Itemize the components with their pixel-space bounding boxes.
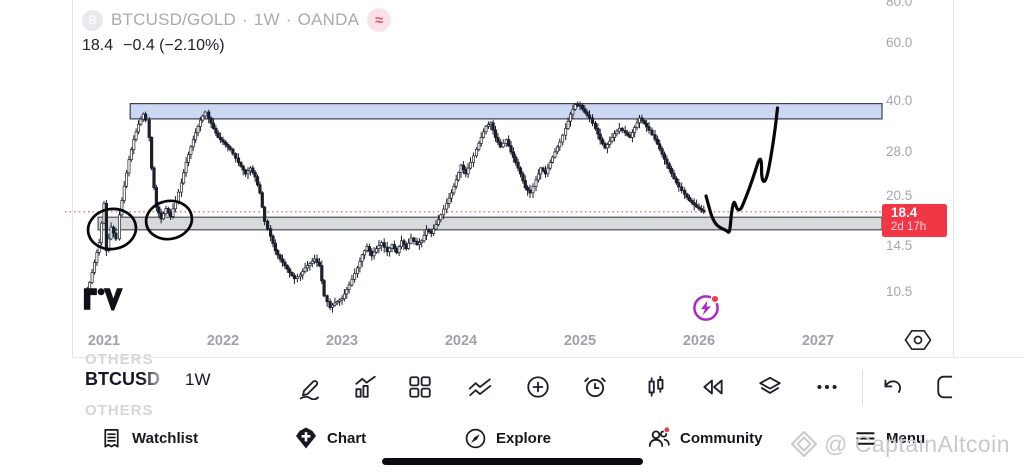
separator-dot: · xyxy=(242,10,248,29)
nav-chart[interactable]: Chart xyxy=(294,423,366,453)
last-price-value: 18.4 xyxy=(82,37,114,54)
support-zone[interactable] xyxy=(97,216,883,231)
bar-style-button[interactable] xyxy=(636,363,676,411)
ellipsis-icon xyxy=(817,384,837,390)
price-axis[interactable]: 80.0 60.0 40.0 28.0 20.5 14.5 10.5 xyxy=(882,0,953,357)
compare-button[interactable] xyxy=(460,363,500,411)
year-tick-label: 2024 xyxy=(444,333,478,349)
community-notification-dot xyxy=(663,426,671,434)
compare-icon xyxy=(468,378,492,397)
symbol-fade-overlay xyxy=(142,366,180,396)
undo-arrow-icon xyxy=(884,379,901,393)
background-row-others-2: OTHERS xyxy=(85,402,154,419)
delayed-data-badge[interactable]: ≈ xyxy=(367,8,392,32)
object-tree-button[interactable] xyxy=(750,363,790,411)
last-price-badge: 18.4 2d 17h xyxy=(882,204,947,237)
nav-menu[interactable]: Menu xyxy=(854,423,925,453)
frame-bracket-icon xyxy=(937,375,953,399)
compass-icon xyxy=(465,428,486,448)
nav-watchlist-label: Watchlist xyxy=(132,429,199,447)
rewind-icon xyxy=(703,379,723,395)
last-price-row: 18.4 −0.4 (−2.10%) xyxy=(82,37,225,55)
price-tick-label: 10.5 xyxy=(886,283,913,299)
add-button[interactable] xyxy=(518,363,558,411)
tradingview-logo-icon xyxy=(83,288,123,311)
pencil-icon xyxy=(299,380,320,400)
exchange-label: OANDA xyxy=(297,10,360,29)
candles-icon xyxy=(648,375,664,397)
hamburger-menu-icon xyxy=(856,431,875,445)
nav-chart-label: Chart xyxy=(327,429,367,447)
hexagon-icon xyxy=(904,329,932,351)
watchlist-icon xyxy=(104,428,119,448)
community-icon xyxy=(648,426,671,447)
nav-watchlist[interactable]: Watchlist xyxy=(100,423,198,453)
plus-circle-icon xyxy=(527,376,549,398)
price-tick-label: 28.0 xyxy=(886,143,913,159)
alarm-clock-icon xyxy=(584,377,606,398)
year-tick-label: 2022 xyxy=(206,333,240,349)
toolbar-top-border xyxy=(72,357,1024,358)
indicators-button[interactable] xyxy=(345,363,385,411)
nav-explore-label: Explore xyxy=(496,429,552,447)
year-tick-label: 2026 xyxy=(682,333,716,349)
chart-toolbar: BTCUSD 1W xyxy=(0,358,1024,416)
nav-menu-label: Menu xyxy=(886,429,926,447)
toolbar-divider xyxy=(862,370,863,404)
price-tick-label: 60.0 xyxy=(886,35,913,51)
chart-gem-icon xyxy=(296,427,316,449)
nav-explore[interactable]: Explore xyxy=(464,423,551,453)
frame-button[interactable] xyxy=(928,363,968,411)
alert-button[interactable] xyxy=(575,363,615,411)
symbol-avatar: B xyxy=(82,9,103,31)
background-row-others-1: OTHERS xyxy=(85,351,154,368)
price-tick-label: 40.0 xyxy=(886,93,913,109)
year-tick-label: 2023 xyxy=(325,333,359,349)
price-change: −0.4 (−2.10%) xyxy=(123,37,225,54)
resistance-zone[interactable] xyxy=(129,102,883,120)
symbol-name: BTCUSD/GOLD xyxy=(111,10,236,29)
candlestick-series[interactable] xyxy=(85,101,706,313)
year-tick-label: 2021 xyxy=(87,333,121,349)
year-tick-label: 2025 xyxy=(563,333,597,349)
time-axis[interactable]: 2021 2022 2023 2024 2025 2026 2027 xyxy=(72,325,953,357)
nav-community[interactable]: Community xyxy=(647,423,763,453)
layers-icon xyxy=(759,376,781,394)
flash-ring xyxy=(693,295,719,321)
year-tick-label: 2027 xyxy=(801,333,835,349)
replay-button[interactable] xyxy=(693,363,733,411)
price-tick-label: 20.5 xyxy=(886,188,913,204)
layouts-button[interactable] xyxy=(400,363,440,411)
toolbar-symbol-button[interactable]: BTCUSD xyxy=(85,369,160,389)
price-tick-label: 80.0 xyxy=(886,0,913,10)
chart-left-border xyxy=(72,0,73,357)
toolbar-interval-button[interactable]: 1W xyxy=(185,370,211,389)
price-pane-right-border xyxy=(953,0,954,357)
draw-tool-button[interactable] xyxy=(290,363,330,411)
chart-settings-button[interactable] xyxy=(904,326,932,354)
lightning-icon xyxy=(701,300,711,316)
nav-community-label: Community xyxy=(680,429,763,447)
more-options-button[interactable] xyxy=(807,363,847,411)
home-indicator[interactable] xyxy=(382,458,643,465)
interval-label: 1W xyxy=(253,10,280,29)
undo-button[interactable] xyxy=(873,363,913,411)
grid-layout-icon xyxy=(409,376,431,398)
symbol-title: BTCUSD/GOLD · 1W · OANDA xyxy=(111,10,359,30)
badge-countdown: 2d 17h xyxy=(891,220,927,233)
badge-price: 18.4 xyxy=(891,205,918,220)
indicators-icon xyxy=(355,375,376,398)
price-tick-label: 14.5 xyxy=(886,237,913,253)
notification-dot xyxy=(710,294,720,304)
symbol-header[interactable]: B BTCUSD/GOLD · 1W · OANDA ≈ xyxy=(82,8,392,32)
separator-dot: · xyxy=(285,10,292,29)
boost-flash-button[interactable] xyxy=(691,293,721,323)
